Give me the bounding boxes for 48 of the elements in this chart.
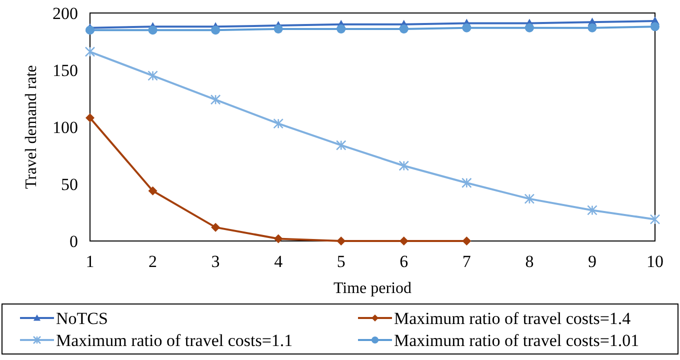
point bbox=[273, 118, 284, 129]
point bbox=[588, 23, 597, 32]
point bbox=[462, 23, 472, 32]
point bbox=[211, 222, 220, 232]
point bbox=[84, 46, 96, 57]
y-tick-label: 200 bbox=[52, 4, 78, 23]
legend-label: Maximum ratio of travel costs=1.01 bbox=[394, 330, 640, 350]
legend-label: Maximum ratio of travel costs=1.1 bbox=[56, 330, 293, 350]
y-tick-label: 0 bbox=[70, 232, 78, 251]
x-tick-label: 7 bbox=[462, 252, 472, 271]
point bbox=[336, 24, 346, 34]
y-tick-label: 50 bbox=[61, 174, 78, 194]
x-tick-label: 4 bbox=[274, 252, 284, 271]
point bbox=[336, 236, 346, 246]
y-tick-label: 150 bbox=[52, 60, 78, 80]
x-tick-label: 8 bbox=[525, 252, 534, 271]
y-tick-label: 100 bbox=[52, 118, 78, 137]
x-axis-title: Time period bbox=[333, 280, 412, 297]
point bbox=[336, 140, 346, 150]
point bbox=[650, 22, 660, 32]
point bbox=[524, 23, 534, 32]
legend-label: Maximum ratio of travel costs=1.4 bbox=[394, 308, 632, 328]
point bbox=[148, 26, 158, 35]
point bbox=[86, 113, 94, 122]
y-axis-title: Travel demand rate bbox=[23, 65, 40, 189]
point bbox=[462, 178, 472, 188]
point bbox=[274, 24, 283, 34]
point bbox=[86, 26, 94, 35]
x-tick-label: 10 bbox=[646, 252, 664, 271]
x-tick-label: 6 bbox=[400, 252, 408, 271]
point bbox=[274, 234, 283, 244]
point bbox=[524, 194, 535, 204]
point bbox=[148, 186, 158, 196]
point bbox=[399, 24, 408, 34]
point bbox=[148, 70, 158, 81]
point bbox=[398, 160, 410, 171]
point bbox=[462, 236, 472, 246]
x-tick-label: 1 bbox=[86, 252, 94, 271]
x-tick-label: 5 bbox=[336, 252, 346, 271]
point bbox=[399, 236, 408, 246]
point bbox=[211, 26, 220, 35]
x-tick-label: 9 bbox=[588, 252, 596, 271]
point bbox=[650, 214, 660, 224]
point bbox=[210, 94, 221, 105]
x-tick-label: 2 bbox=[148, 252, 158, 271]
x-tick-label: 3 bbox=[211, 252, 220, 271]
point bbox=[587, 205, 598, 216]
legend-label: NoTCS bbox=[56, 308, 108, 328]
